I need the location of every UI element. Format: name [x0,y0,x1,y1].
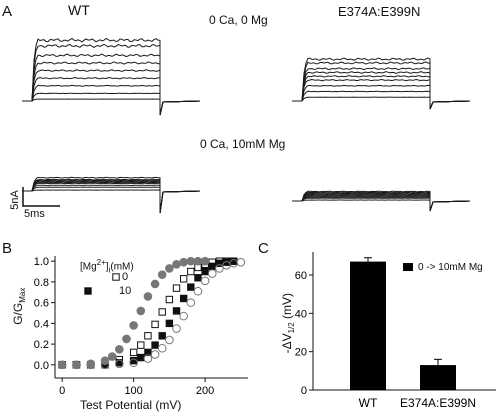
b-x-tick-label: 0 [59,385,65,397]
b-point-series-0 [137,341,145,349]
c-legend-label: 0 -> 10mM Mg [418,262,483,273]
b-point-series-3 [72,360,81,370]
b-point-series-1 [187,283,195,291]
b-point-series-0 [158,308,166,316]
b-point-series-2 [122,334,131,344]
panel-b-letter: B [2,240,13,257]
mutant-label: E374A:E399N [338,4,421,19]
b-point-series-2 [115,344,124,354]
b-point-series-1 [194,274,202,282]
b-point-series-1 [201,267,209,276]
b-y-tick-label: 0.2 [34,339,49,351]
b-y-tick-label: 0.6 [34,298,49,310]
b-point-series-1 [172,307,181,315]
c-y-tick-label: 20 [295,347,307,359]
b-point-series-0 [151,320,159,329]
b-point-series-1 [144,348,152,357]
b-point-series-2 [143,292,153,301]
b-legend-title-sup: 2+ [96,258,106,267]
b-point-series-2 [150,279,160,289]
b-point-series-0 [165,295,174,304]
b-point-series-3 [215,264,224,273]
b-y-tick-label: 0.8 [34,277,49,289]
b-point-series-0 [129,348,138,357]
b-legend-title-post: ] [105,261,109,273]
b-point-series-2 [200,256,210,266]
b-point-series-3 [236,257,246,267]
b-point-series-2 [157,270,167,279]
b-x-tick-label: 200 [196,385,214,397]
b-point-series-0 [172,284,181,292]
b-point-series-3 [115,359,124,369]
b-point-series-1 [151,341,159,349]
b-point-series-3 [200,276,210,286]
b-legend-item-1-value: 10 [119,285,132,297]
b-point-series-0 [144,332,152,340]
b-legend-title-pre: [Mg [80,261,97,273]
b-point-series-3 [57,360,67,370]
b-y-tick-label: 0.4 [34,318,49,330]
wt-label: WT [68,2,90,18]
c-y-tick-label: 60 [295,270,307,282]
b-point-series-2 [129,321,138,330]
c-category-label: E374A:E399N [400,396,476,410]
b-point-series-2 [107,352,117,361]
b-point-series-1 [158,332,166,340]
b-legend-open-square-icon [112,273,120,281]
b-point-series-3 [150,350,160,359]
b-point-series-1 [165,319,174,328]
b-point-series-3 [157,343,167,353]
c-legend-swatch [403,263,413,271]
panel-c-letter: C [258,240,269,257]
b-point-series-3 [143,354,153,363]
c-y-tick-label: 40 [295,308,307,320]
b-point-series-3 [165,335,174,345]
b-point-series-0 [179,275,188,283]
b-point-series-3 [193,286,203,296]
b-legend-title-sub: i [108,265,111,275]
b-point-series-1 [179,294,188,303]
b-point-series-3 [207,269,217,278]
b-point-series-3 [179,311,188,321]
b-point-series-3 [129,358,138,368]
b-point-series-2 [136,306,146,316]
c-bar [420,365,456,390]
b-legend-title-unit: (mM) [110,261,134,273]
condition-bottom-label: 0 Ca, 10mM Mg [200,137,286,151]
b-x-tick-label: 100 [124,385,142,397]
b-point-series-3 [100,360,110,370]
panel-a-letter: A [2,3,13,20]
c-bar [350,261,386,390]
b-legend-title: [Mg2+]i(mM) [80,258,134,274]
b-y-tick-label: 0.0 [34,360,49,372]
b-point-series-2 [165,264,174,273]
b-point-series-3 [172,324,181,333]
b-xlabel: Test Potential (mV) [80,398,182,412]
condition-top-label: 0 Ca, 0 Mg [209,13,268,27]
b-point-series-0 [187,267,195,276]
b-legend-item-0-value: 0 [122,271,129,283]
c-category-label: WT [359,396,378,410]
b-point-series-3 [86,360,96,370]
c-y-tick-label: 0 [301,385,307,397]
b-point-series-1 [215,259,224,267]
b-legend-filled-square-icon [84,287,92,295]
b-y-tick-label: 1.0 [34,256,49,268]
b-point-series-3 [186,298,196,307]
